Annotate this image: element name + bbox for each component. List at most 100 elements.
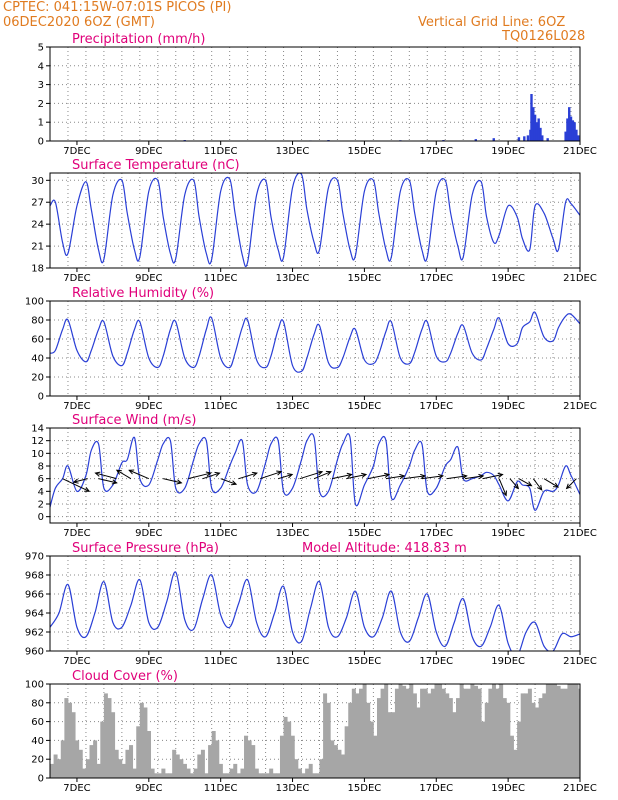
- cloud-column: [376, 698, 381, 778]
- wind-arrow: [299, 470, 324, 480]
- precipitation-bar: [569, 116, 573, 141]
- wind-arrow-shaft: [95, 472, 117, 480]
- cloud-column: [308, 763, 313, 778]
- precipitation-bar: [526, 135, 530, 141]
- humidity-xtick-label: 13DEC: [276, 401, 310, 412]
- cloud-column: [67, 702, 72, 778]
- cloud-data: [50, 684, 580, 778]
- precipitation-bar: [573, 122, 576, 141]
- cloud-column: [50, 763, 54, 778]
- cloud-column: [509, 735, 514, 778]
- cloud-column: [290, 735, 295, 778]
- cloud-column: [574, 684, 579, 778]
- wind-arrow-shaft: [116, 469, 132, 480]
- precipitation-xtick-label: 15DEC: [348, 146, 382, 157]
- pressure-data: [50, 571, 580, 651]
- wind-arrow-shaft: [278, 473, 293, 480]
- wind-ytick-label: 6: [38, 474, 44, 485]
- wind-arrow-head: [176, 479, 183, 485]
- cloud-column: [545, 684, 550, 778]
- wind-arrow-shaft: [238, 472, 257, 480]
- wind-arrow: [72, 478, 88, 484]
- cloud-column: [121, 763, 126, 778]
- cloud-column: [279, 735, 284, 778]
- wind-arrow: [238, 471, 258, 480]
- cloud-column: [258, 773, 263, 778]
- wind-arrow: [464, 473, 485, 480]
- cloud-column: [330, 740, 335, 778]
- cloud-column: [391, 712, 396, 778]
- cloud-column: [218, 763, 223, 778]
- cloud-column: [283, 716, 288, 778]
- cloud-column: [139, 702, 144, 778]
- wind-arrow-head: [287, 473, 294, 479]
- wind-arrow-shaft: [220, 478, 237, 485]
- humidity-xtick-label: 17DEC: [419, 401, 453, 412]
- pressure-ytick-label: 960: [25, 647, 44, 658]
- cloud-column: [491, 684, 496, 778]
- cloud-column: [179, 759, 184, 778]
- cloud-ytick-label: 20: [31, 755, 44, 766]
- precipitation-panel: 0 1 2 3 4 5 7DEC 9DEC 11DEC 13DEC 15DEC 17DEC 19DEC 2…: [38, 32, 597, 157]
- wind-arrow: [385, 473, 406, 480]
- cloud-column: [412, 693, 417, 778]
- pressure-title: Surface Pressure (hPa): [72, 541, 219, 556]
- cloud-column: [129, 745, 134, 778]
- cloud-column: [477, 688, 482, 778]
- cloud-column: [438, 684, 443, 778]
- precipitation-ytick-label: 0: [38, 137, 44, 148]
- cloud-column: [384, 684, 389, 778]
- precipitation-ytick-label: 5: [38, 43, 44, 54]
- temperature-ytick-label: 18: [31, 264, 44, 275]
- precipitation-bar: [568, 107, 571, 141]
- wind-arrow: [313, 470, 332, 480]
- cloud-column: [409, 684, 414, 778]
- cloud-xtick-label: 11DEC: [204, 783, 238, 794]
- wind-arrow-head: [325, 470, 332, 476]
- precipitation-ytick-label: 4: [38, 61, 44, 72]
- cloud-column: [474, 685, 478, 778]
- humidity-ytick-label: 80: [31, 316, 44, 327]
- cloud-column: [499, 684, 504, 778]
- wind-arrow-shaft: [367, 473, 390, 480]
- cloud-column: [211, 731, 216, 778]
- cloud-xtick-label: 9DEC: [135, 783, 162, 794]
- cloud-column: [262, 773, 266, 778]
- wind-arrow: [331, 472, 353, 480]
- cloud-column: [244, 735, 249, 778]
- cloud-ytick-label: 0: [38, 774, 44, 785]
- cloud-column: [190, 773, 195, 778]
- cloud-column: [333, 745, 338, 778]
- wind-arrow: [115, 469, 132, 480]
- header-line-2: 06DEC2020 6OZ (GMT): [3, 15, 155, 30]
- cloud-column: [520, 693, 525, 778]
- cloud-column: [531, 702, 536, 778]
- cloud-column: [161, 768, 166, 778]
- wind-ytick-label: 14: [31, 424, 44, 435]
- cloud-column: [118, 759, 123, 778]
- cloud-column: [164, 773, 169, 778]
- precipitation-bar: [517, 137, 521, 141]
- cloud-column: [405, 688, 410, 778]
- cloud-column: [527, 688, 532, 778]
- cloud-column: [452, 712, 457, 778]
- wind-arrow-shaft: [498, 478, 507, 496]
- cloud-column: [251, 745, 256, 778]
- humidity-title: Relative Humidity (%): [72, 286, 214, 301]
- precipitation-ytick-label: 1: [38, 118, 44, 129]
- cloud-column: [445, 693, 450, 778]
- cloud-frame: [49, 683, 581, 779]
- wind-arrow-head: [251, 471, 258, 477]
- cloud-column: [305, 768, 310, 778]
- cloud-column: [111, 712, 116, 778]
- wind-arrow-shaft: [464, 475, 484, 480]
- cloud-ytick-label: 80: [31, 698, 44, 709]
- cloud-column: [204, 773, 209, 778]
- cloud-column: [240, 768, 245, 778]
- cloud-column: [157, 773, 162, 778]
- precipitation-frame: [49, 46, 581, 142]
- wind-arrow-shaft: [313, 471, 332, 480]
- pressure-xtick-label: 19DEC: [491, 656, 525, 667]
- wind-arrow: [532, 478, 543, 491]
- cloud-column: [247, 740, 252, 778]
